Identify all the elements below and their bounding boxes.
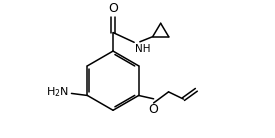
Text: O: O [108,2,118,15]
Text: NH: NH [135,44,150,54]
Text: O: O [149,103,159,116]
Text: H$_2$N: H$_2$N [46,85,69,99]
